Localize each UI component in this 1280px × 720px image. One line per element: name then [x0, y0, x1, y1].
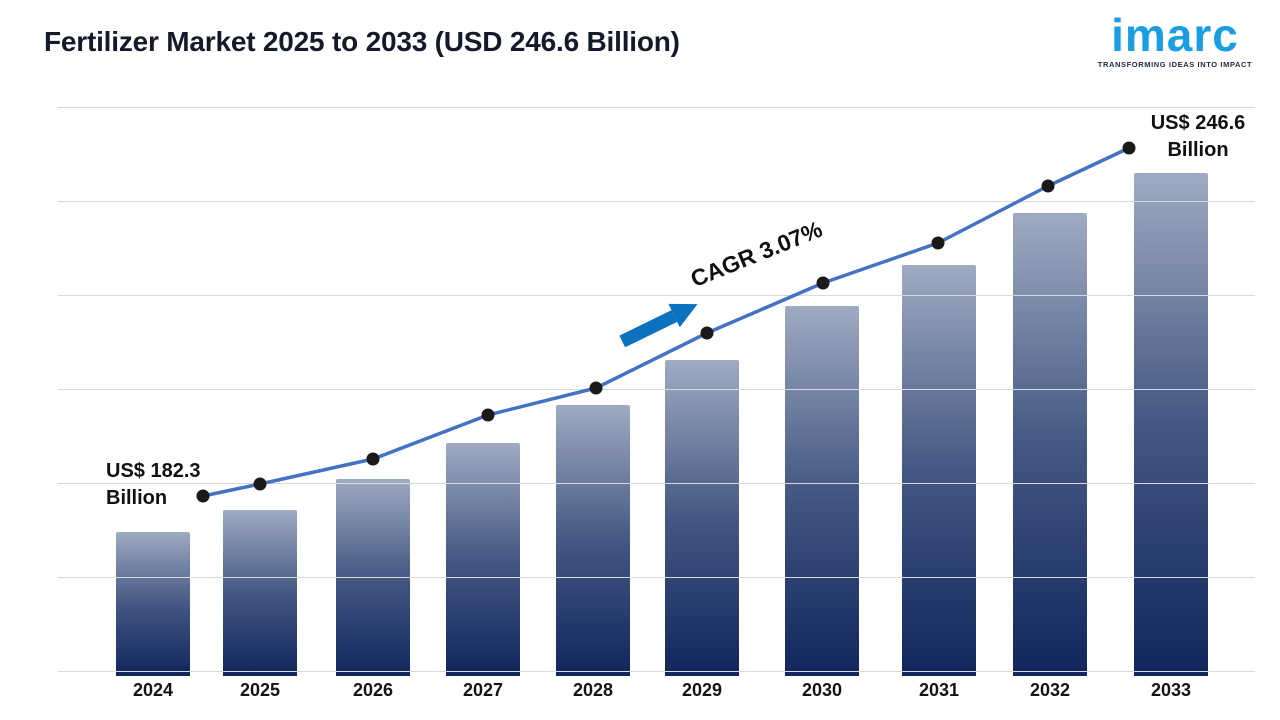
bar-2032	[1013, 213, 1087, 676]
start-value-annotation: US$ 182.3 Billion	[106, 458, 226, 512]
x-axis-label: 2028	[572, 680, 614, 700]
bar-2027	[446, 443, 520, 676]
imarc-logo-text: imarc	[1111, 9, 1239, 61]
data-point-marker-2031	[931, 236, 945, 250]
x-axis-label: 2033	[1150, 680, 1192, 700]
end-value-annotation: US$ 246.6 Billion	[1142, 110, 1254, 164]
x-axis-label: 2026	[352, 680, 394, 700]
gridline	[58, 671, 1255, 672]
data-point-marker-2028	[589, 381, 603, 395]
gridline	[58, 577, 1255, 578]
x-axis-label: 2027	[462, 680, 504, 700]
gridline	[58, 483, 1255, 484]
bar-2030	[785, 306, 859, 676]
imarc-logo: imarc TRANSFORMING IDEAS INTO IMPACT	[1090, 12, 1260, 69]
page-title: Fertilizer Market 2025 to 2033 (USD 246.…	[44, 26, 680, 57]
data-point-marker-2032	[1041, 179, 1055, 193]
x-axis-label: 2025	[239, 680, 281, 700]
bar-2024	[116, 532, 190, 676]
x-axis-label: 2031	[918, 680, 960, 700]
data-point-marker-2027	[481, 408, 495, 422]
data-point-marker-2030	[816, 276, 830, 290]
data-point-marker-2033	[1122, 141, 1136, 155]
trend-line	[202, 146, 1130, 498]
x-axis-label: 2032	[1029, 680, 1071, 700]
imarc-logo-tagline: TRANSFORMING IDEAS INTO IMPACT	[1097, 60, 1253, 69]
x-axis-label: 2029	[681, 680, 723, 700]
start-value-line2: Billion	[106, 487, 168, 509]
end-value-line2: Billion	[1167, 139, 1229, 161]
x-axis-label: 2030	[801, 680, 843, 700]
data-point-marker-2024	[196, 489, 210, 503]
bar-2025	[223, 510, 297, 676]
bar-2033	[1134, 173, 1208, 676]
bar-2029	[665, 360, 739, 676]
bar-2031	[902, 265, 976, 676]
gridline	[58, 295, 1255, 296]
end-value-line1: US$ 246.6	[1150, 112, 1246, 134]
start-value-line1: US$ 182.3	[106, 460, 201, 482]
data-point-marker-2025	[253, 477, 267, 491]
gridline	[58, 107, 1255, 108]
x-axis-label: 2024	[132, 680, 174, 700]
gridline	[58, 389, 1255, 390]
bar-2028	[556, 405, 630, 676]
data-point-marker-2026	[366, 452, 380, 466]
data-point-marker-2029	[700, 326, 714, 340]
gridline	[58, 201, 1255, 202]
